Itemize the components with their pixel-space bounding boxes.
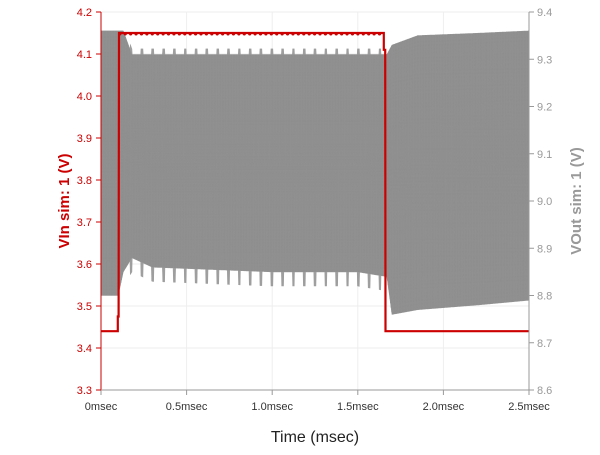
vin-ripple-point xyxy=(237,32,241,36)
vin-ripple-point xyxy=(145,32,149,36)
x-tick-label: 1.5msec xyxy=(337,401,379,413)
vin-ripple-point xyxy=(275,32,279,36)
vin-ripple-point xyxy=(340,32,344,36)
y-right-tick-label: 9.2 xyxy=(537,102,552,114)
vin-ripple-point xyxy=(318,32,322,36)
vin-ripple-point xyxy=(161,32,165,36)
x-tick-label: 2.0msec xyxy=(423,401,465,413)
x-axis-label: Time (msec) xyxy=(271,429,359,446)
tick-labels: 0msec 0.5msec 1.0msec 1.5msec 2.0msec 2.5msec… xyxy=(77,7,553,413)
vin-ripple-point xyxy=(345,32,349,36)
vin-ripple-point xyxy=(367,32,371,36)
y-right-tick-label: 9.1 xyxy=(537,149,552,161)
vout-series-line xyxy=(100,30,530,315)
y-right-tick-label: 9.0 xyxy=(537,196,552,208)
traces xyxy=(100,30,530,333)
vin-ripple-point xyxy=(312,32,317,36)
vin-ripple-point xyxy=(269,32,273,36)
x-tick-label: 0msec xyxy=(85,401,118,413)
vin-ripple-point xyxy=(188,32,192,36)
vin-ripple-point xyxy=(253,32,257,36)
vin-series-line xyxy=(101,31,529,333)
vin-ripple-point xyxy=(134,32,138,36)
vin-ripple-point xyxy=(139,32,144,36)
vin-ripple-point xyxy=(129,32,133,36)
vin-ripple-point xyxy=(361,32,365,36)
y-left-tick-label: 3.8 xyxy=(77,175,92,187)
vin-ripple-point xyxy=(118,32,122,36)
vin-ripple-point xyxy=(150,32,154,36)
x-tick-label: 1.0msec xyxy=(251,401,293,413)
vin-ripple-point xyxy=(323,32,328,36)
y-right-tick-label: 9.3 xyxy=(537,54,552,66)
y-right-tick-label: 9.4 xyxy=(537,7,552,19)
vin-ripple-point xyxy=(334,32,338,36)
vin-ripple-point xyxy=(329,32,333,36)
vin-ripple-point xyxy=(193,32,198,36)
vin-ripple-point xyxy=(302,32,306,36)
vin-ripple-point xyxy=(204,32,208,36)
vin-ripple-point xyxy=(372,32,376,36)
y-left-tick-label: 3.5 xyxy=(77,301,92,313)
vin-ripple-point xyxy=(172,32,176,36)
vin-ripple-point xyxy=(210,32,214,36)
vin-ripple-point xyxy=(258,32,263,36)
vin-ripple-point xyxy=(183,32,187,36)
vin-ripple-point xyxy=(291,32,295,36)
vin-ripple-point xyxy=(350,32,355,36)
vin-ripple-point xyxy=(280,32,284,36)
vin-ripple-point xyxy=(226,32,230,36)
y-left-tick-label: 4.0 xyxy=(77,91,92,103)
vin-ripple-point xyxy=(156,32,160,36)
vin-ripple-point xyxy=(377,32,382,36)
axes xyxy=(96,11,534,395)
vin-ripple-point xyxy=(199,32,203,36)
vin-ripple-point xyxy=(356,32,360,36)
vin-ripple-point xyxy=(123,32,127,36)
y-left-tick-label: 3.6 xyxy=(77,259,92,271)
vin-ripple-point xyxy=(242,32,246,36)
vin-ripple-point xyxy=(248,32,252,36)
y-right-tick-label: 8.8 xyxy=(537,291,552,303)
y-left-tick-label: 3.3 xyxy=(77,385,92,397)
vin-ripple-point xyxy=(296,32,300,36)
y-right-tick-label: 8.7 xyxy=(537,338,552,350)
vin-ripple-point xyxy=(285,32,290,36)
vin-ripple-point xyxy=(221,32,225,36)
x-tick-label: 0.5msec xyxy=(166,401,208,413)
x-tick-label: 2.5msec xyxy=(508,401,550,413)
y-left-tick-label: 4.1 xyxy=(77,49,92,61)
vin-ripple-point xyxy=(264,32,268,36)
y-right-axis-label: VOut sim: 1 (V) xyxy=(568,147,585,255)
vin-ripple-point xyxy=(307,32,311,36)
vin-ripple-point xyxy=(215,32,219,36)
y-left-tick-label: 3.4 xyxy=(77,343,92,355)
vin-ripple-point xyxy=(166,32,171,36)
vin-ripple-point xyxy=(231,32,236,36)
y-right-tick-label: 8.6 xyxy=(537,385,552,397)
y-left-axis-label: VIn sim: 1 (V) xyxy=(56,153,73,248)
y-left-tick-label: 3.9 xyxy=(77,133,92,145)
vin-ripple-point xyxy=(177,32,181,36)
y-left-tick-label: 3.7 xyxy=(77,217,92,229)
y-left-tick-label: 4.2 xyxy=(77,7,92,19)
y-right-tick-label: 8.9 xyxy=(537,243,552,255)
